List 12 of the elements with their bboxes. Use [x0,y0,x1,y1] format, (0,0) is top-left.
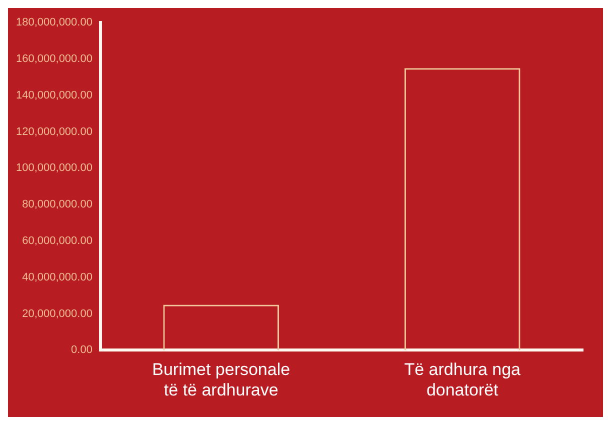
y-tick-label: 0.00 [71,344,92,356]
x-tick-label: Të ardhura nga donatorët [404,360,522,400]
y-tick-label: 140,000,000.00 [16,89,92,102]
y-tick-label: 120,000,000.00 [16,126,92,138]
y-tick-label: 20,000,000.00 [22,308,92,320]
y-tick-label: 160,000,000.00 [16,53,92,66]
y-tick-label: 180,000,000.00 [16,16,92,29]
y-tick-label: 100,000,000.00 [16,162,92,174]
y-tick-label: 40,000,000.00 [22,271,92,284]
x-tick-label: Burimet personale të të ardhurave [152,360,290,400]
y-tick-label: 80,000,000.00 [22,198,92,211]
y-tick-label: 60,000,000.00 [22,235,92,248]
